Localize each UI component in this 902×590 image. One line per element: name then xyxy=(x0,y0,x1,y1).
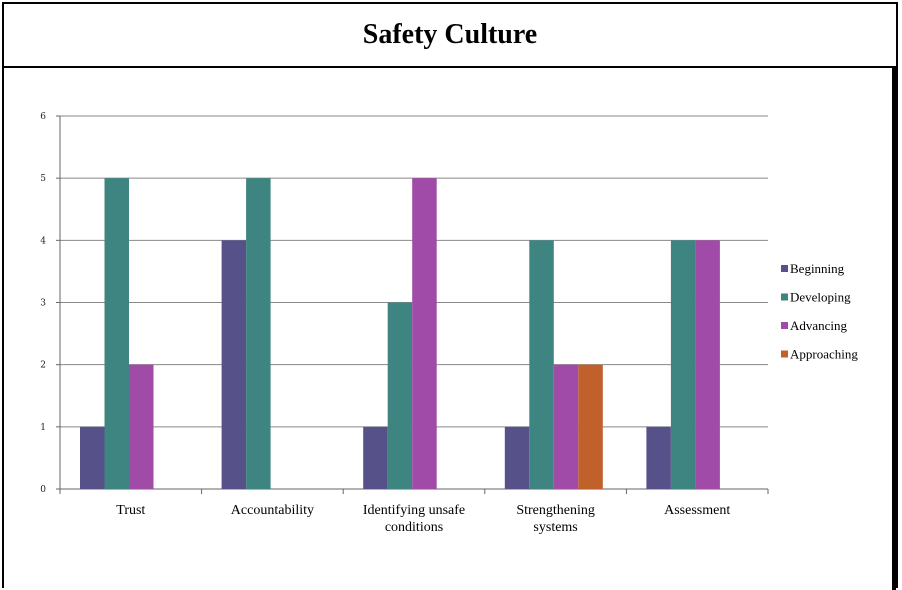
bar-beginning-1 xyxy=(221,240,247,489)
y-tick-label: 0 xyxy=(40,485,46,495)
legend-label-developing: Developing xyxy=(790,290,851,305)
y-tick-label: 3 xyxy=(40,299,46,309)
x-category-label: Strengthening xyxy=(516,503,595,518)
bar-beginning-4 xyxy=(646,426,671,489)
legend-swatch-beginning xyxy=(781,265,788,272)
bar-beginning-3 xyxy=(504,426,530,489)
x-category-label: Trust xyxy=(116,503,145,518)
bar-approaching-3 xyxy=(578,364,603,489)
bar-developing-4 xyxy=(670,240,696,489)
legend-swatch-approaching xyxy=(781,350,788,358)
x-category-label: Identifying unsafe xyxy=(363,503,465,518)
legend-label-approaching: Approaching xyxy=(790,347,858,362)
bar-advancing-4 xyxy=(695,240,720,489)
title-bar: Safety Culture xyxy=(4,4,896,68)
legend-swatch-developing xyxy=(781,293,788,301)
y-tick-label: 1 xyxy=(40,423,46,433)
legend-label-advancing: Advancing xyxy=(790,318,848,333)
y-tick-label: 4 xyxy=(40,236,46,246)
bar-developing-1 xyxy=(246,178,271,489)
bar-developing-0 xyxy=(104,178,129,489)
bar-developing-3 xyxy=(529,240,554,489)
y-tick-label: 2 xyxy=(40,361,46,371)
bar-beginning-0 xyxy=(80,426,105,489)
bar-advancing-2 xyxy=(412,178,437,489)
x-category-label: systems xyxy=(533,520,577,535)
x-category-label: Assessment xyxy=(664,503,730,518)
x-category-label: Accountability xyxy=(231,503,314,518)
y-tick-label: 6 xyxy=(40,112,46,122)
frame-right-border xyxy=(892,68,896,590)
bar-advancing-0 xyxy=(129,364,154,489)
bar-developing-2 xyxy=(387,302,413,489)
y-tick-label: 5 xyxy=(40,174,46,184)
bar-beginning-2 xyxy=(363,426,388,489)
legend-label-beginning: Beginning xyxy=(790,261,845,276)
chart-title: Safety Culture xyxy=(362,19,538,50)
x-category-label: conditions xyxy=(385,520,443,535)
legend-swatch-advancing xyxy=(781,322,788,329)
bar-advancing-3 xyxy=(553,364,579,489)
